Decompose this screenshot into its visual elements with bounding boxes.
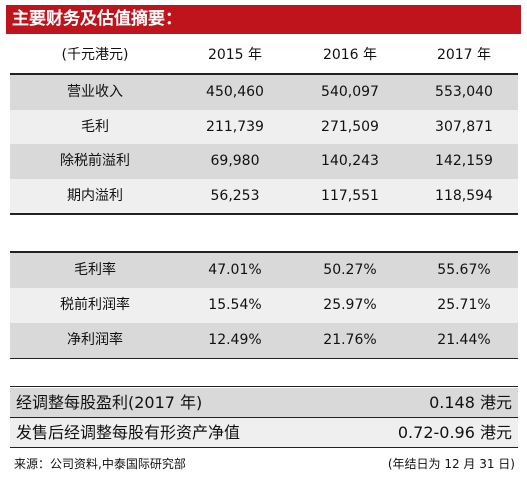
row-label: 期内溢利 — [67, 187, 123, 204]
cell-value: 118,594 — [435, 187, 493, 204]
cell-value: 69,980 — [210, 153, 260, 169]
rule — [10, 358, 518, 359]
table-row: 除税前溢利 69,980 140,243 142,159 — [10, 144, 518, 179]
note: (年结日为 12 月 31 日) — [387, 457, 515, 471]
column-header: (千元港元) — [61, 47, 129, 63]
table-row: 毛利 211,739 271,509 307,871 — [10, 109, 518, 145]
rule — [10, 386, 518, 387]
cell-value: 0.72-0.96 港元 — [397, 423, 512, 442]
cell-value: 553,040 — [435, 84, 493, 100]
valuation-row: 发售后经调整每股有形资产净值 0.72-0.96 港元 — [10, 418, 518, 447]
source: 来源：公司资料,中泰国际研究部 — [14, 457, 186, 471]
cell-value: 140,243 — [321, 153, 379, 169]
row-label: 税前利润率 — [60, 297, 130, 313]
cell-value: 12.49% — [208, 332, 262, 348]
cell-value: 450,460 — [206, 84, 264, 100]
table-row: 税前利润率 15.54% 25.97% 25.71% — [10, 288, 518, 323]
cell-value: 271,509 — [321, 118, 379, 135]
table-row: 营业收入 450,460 540,097 553,040 — [10, 75, 518, 110]
column-header: 2017 年 — [436, 47, 492, 63]
row-label: 除税前溢利 — [60, 153, 130, 169]
cell-value: 21.44% — [437, 332, 491, 348]
row-label: 毛利 — [81, 118, 109, 135]
cell-value: 25.97% — [323, 297, 377, 313]
header-row: (千元港元) 2015 年 2016 年 2017 年 — [10, 38, 518, 73]
column-header: 2015 年 — [207, 47, 263, 63]
row-label: 毛利率 — [74, 262, 116, 278]
row-label: 经调整每股盈利(2017 年) — [16, 393, 203, 412]
rule — [10, 447, 518, 448]
rule — [10, 73, 518, 75]
rule — [10, 417, 518, 418]
cell-value: 15.54% — [208, 297, 262, 313]
cell-value: 21.76% — [323, 332, 377, 348]
row-label: 净利润率 — [67, 332, 123, 348]
cell-value: 25.71% — [437, 297, 491, 313]
rule — [10, 251, 518, 253]
table-row: 净利润率 12.49% 21.76% 21.44% — [10, 323, 518, 358]
cell-value: 142,159 — [435, 153, 493, 169]
cell-value: 540,097 — [321, 84, 379, 100]
cell-value: 307,871 — [435, 118, 493, 135]
cell-value: 0.148 港元 — [429, 393, 512, 412]
title-bar: 主要财务及估值摘要： — [6, 5, 521, 34]
row-label: 发售后经调整每股有形资产净值 — [16, 423, 241, 442]
valuation-row: 经调整每股盈利(2017 年) 0.148 港元 — [10, 388, 518, 417]
table-row: 毛利率 47.01% 50.27% 55.67% — [10, 253, 518, 288]
cell-value: 50.27% — [323, 262, 377, 278]
cell-value: 55.67% — [437, 262, 491, 278]
row-label: 营业收入 — [67, 84, 123, 100]
cell-value: 47.01% — [208, 262, 262, 278]
rule — [10, 213, 518, 215]
cell-value: 117,551 — [321, 187, 379, 204]
column-header: 2016 年 — [322, 47, 378, 63]
cell-value: 56,253 — [210, 187, 260, 204]
cell-value: 211,739 — [206, 118, 264, 135]
table-row: 期内溢利 56,253 117,551 118,594 — [10, 178, 518, 214]
